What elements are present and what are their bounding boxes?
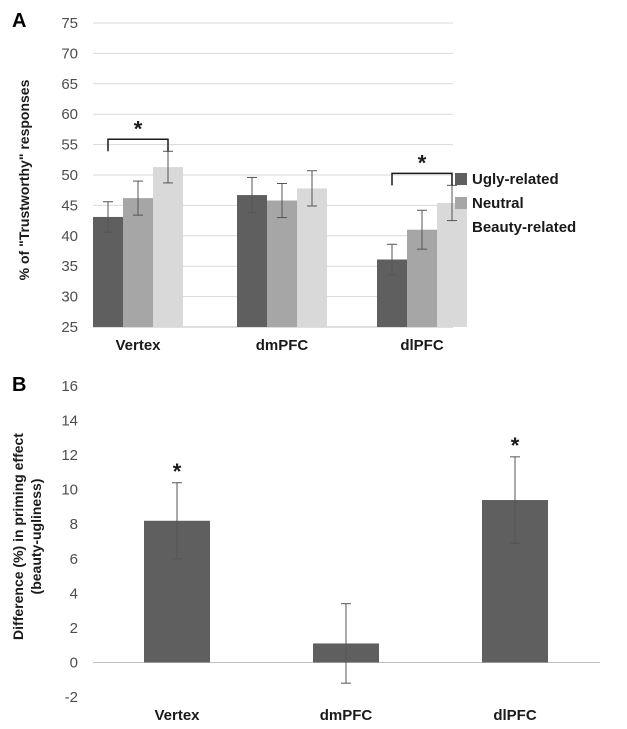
legend-swatch-ugly-related — [455, 173, 467, 185]
panel-a-y-tick-label: 75 — [61, 15, 78, 32]
panel-a-significance-bracket — [107, 138, 169, 152]
panel-b-significance-star: * — [511, 433, 520, 458]
panel-a-label: A — [12, 10, 26, 32]
panel-a-bar-vertex-neutral — [123, 198, 153, 327]
panel-b-y-tick-label: 10 — [61, 482, 78, 499]
legend-swatch-beauty-related — [455, 221, 467, 233]
panel-a-bar-dmpfc-neutral — [267, 200, 297, 327]
panel-a-y-tick-label: 60 — [61, 106, 78, 123]
panel-a-bar-vertex-beauty-related — [153, 167, 183, 327]
panel-a-category-label: Vertex — [115, 337, 161, 354]
panel-b-category-label: Vertex — [154, 707, 200, 724]
panel-b-category-label: dmPFC — [320, 707, 373, 724]
panel-b-y-tick-label: -2 — [65, 689, 78, 706]
panel-a-significance-bracket — [391, 172, 453, 186]
panel-a-y-tick-label: 55 — [61, 137, 78, 154]
panel-a-category-label: dlPFC — [400, 337, 443, 354]
legend-label: Neutral — [472, 195, 524, 212]
legend-label: Beauty-related — [472, 219, 576, 236]
panel-a-bar-vertex-ugly-related — [93, 216, 123, 327]
panel-a-significance-star: * — [418, 150, 427, 175]
panel-a-category-label: dmPFC — [256, 337, 309, 354]
panel-a-bar-dmpfc-ugly-related — [237, 195, 267, 327]
panel-a-y-tick-label: 70 — [61, 45, 78, 62]
panel-b-y-tick-label: 2 — [70, 620, 78, 637]
legend-label: Ugly-related — [472, 171, 559, 188]
panel-b-significance-star: * — [173, 459, 182, 484]
panel-b-y-tick-label: 6 — [70, 551, 78, 568]
panel-a-y-tick-label: 35 — [61, 258, 78, 275]
panel-b-label: B — [12, 374, 26, 396]
panel-a-significance-star: * — [134, 116, 143, 141]
panel-a-y-tick-label: 25 — [61, 319, 78, 336]
panel-a-y-axis-label: % of "Trustworthy" responses — [16, 79, 32, 280]
panel-b-y-tick-label: 14 — [61, 413, 78, 430]
panel-a-y-tick-label: 50 — [61, 167, 78, 184]
panel-a-y-tick-label: 30 — [61, 289, 78, 306]
panel-a-y-tick-label: 45 — [61, 197, 78, 214]
panel-b-y-tick-label: 16 — [61, 378, 78, 395]
panel-b-category-label: dlPFC — [493, 707, 536, 724]
panel-b-y-axis-label-line1: Difference (%) in priming effect — [10, 433, 26, 640]
panel-a-bar-dmpfc-beauty-related — [297, 188, 327, 327]
panel-a-y-tick-label: 40 — [61, 228, 78, 245]
panel-b-y-tick-label: 0 — [70, 654, 78, 671]
panel-b-y-tick-label: 12 — [61, 447, 78, 464]
panel-a-y-tick-label: 65 — [61, 76, 78, 93]
legend-swatch-neutral — [455, 197, 467, 209]
panel-b-y-tick-label: 8 — [70, 516, 78, 533]
panel-b-y-tick-label: 4 — [70, 585, 78, 602]
panel-b-y-axis-label-line2: (beauty-ugliness) — [28, 479, 44, 595]
